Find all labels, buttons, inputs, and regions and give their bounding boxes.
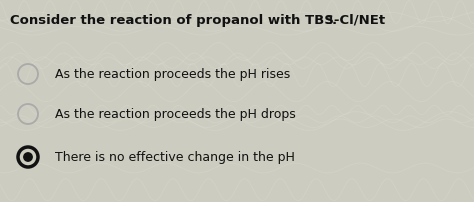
Text: As the reaction proceeds the pH rises: As the reaction proceeds the pH rises [55,68,290,81]
Text: As the reaction proceeds the pH drops: As the reaction proceeds the pH drops [55,108,296,121]
Text: 3: 3 [325,16,332,26]
Circle shape [24,153,32,161]
Text: There is no effective change in the pH: There is no effective change in the pH [55,151,295,164]
Text: Consider the reaction of propanol with TBS-Cl/NEt: Consider the reaction of propanol with T… [10,14,385,27]
Text: .: . [332,14,337,27]
